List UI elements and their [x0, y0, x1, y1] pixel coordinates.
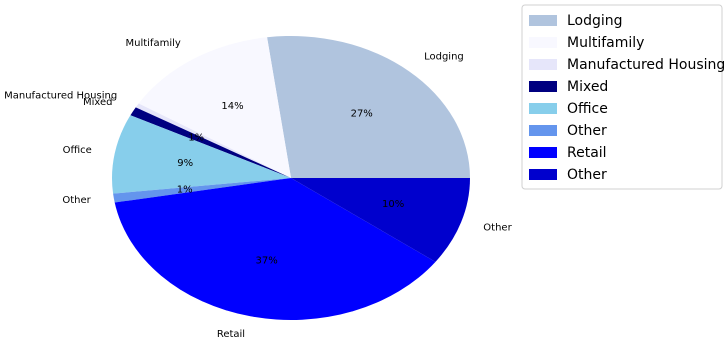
pie-slice-retail-6 — [114, 178, 436, 321]
legend-swatch — [529, 125, 557, 136]
legend-label: Office — [567, 101, 608, 117]
pie-slice-other-5 — [113, 178, 291, 203]
pie-percent-label: 37% — [255, 256, 277, 267]
pie-slice-label: Retail — [217, 329, 245, 338]
pie-slice-label: Office — [63, 145, 92, 156]
pie-percent-label: 9% — [177, 158, 193, 169]
pie-slice-label: Mixed — [83, 97, 113, 108]
legend-swatch — [529, 59, 557, 70]
pie-percent-label: 10% — [382, 199, 404, 210]
legend-swatch — [529, 37, 557, 48]
legend-swatch — [529, 169, 557, 180]
pie-slice-labels: Lodging Multifamily Manufactured HousingMi… — [4, 38, 512, 338]
legend-swatch — [529, 147, 557, 158]
pie-slice-lodging-0 — [267, 36, 470, 178]
pie-slice-manufactured-housing-2 — [135, 103, 291, 178]
pie-slice-office-4 — [111, 115, 291, 194]
pie-percent-label: 1% — [188, 132, 204, 143]
pie-slice-mixed-3 — [130, 107, 291, 178]
legend-swatch — [529, 15, 557, 26]
legend-label: Multifamily — [567, 35, 644, 51]
legend-label: Manufactured Housing — [567, 57, 725, 73]
legend-label: Retail — [567, 145, 607, 161]
pie-percent-labels: 27% 14% 1% 9% 1% 37% 10% — [177, 101, 404, 266]
legend-swatch — [529, 81, 557, 92]
legend: Lodging Multifamily Manufactured Housing Mi… — [521, 4, 725, 190]
pie-slice-label: Other — [62, 195, 91, 206]
legend-label: Lodging — [567, 13, 623, 29]
legend-label: Mixed — [567, 79, 608, 95]
legend-items: Lodging Multifamily Manufactured Housing Mi… — [529, 13, 725, 183]
legend-label: Other — [567, 123, 607, 139]
pie-percent-label: 1% — [177, 185, 193, 196]
pie-percent-label: 27% — [351, 108, 373, 119]
pie-percent-label: 14% — [221, 101, 243, 112]
pie-slice-label: Lodging — [424, 52, 464, 63]
pie-slices — [111, 36, 470, 321]
pie-slice-label: Manufactured Housing — [4, 90, 117, 101]
legend-swatch — [529, 103, 557, 114]
pie-slice-label: Multifamily — [125, 38, 180, 49]
legend-label: Other — [567, 167, 607, 183]
pie-slice-other-7 — [291, 178, 470, 262]
pie-slice-multifamily-1 — [138, 37, 291, 178]
legend-frame — [521, 4, 723, 190]
pie-slice-label: Other — [483, 222, 512, 233]
